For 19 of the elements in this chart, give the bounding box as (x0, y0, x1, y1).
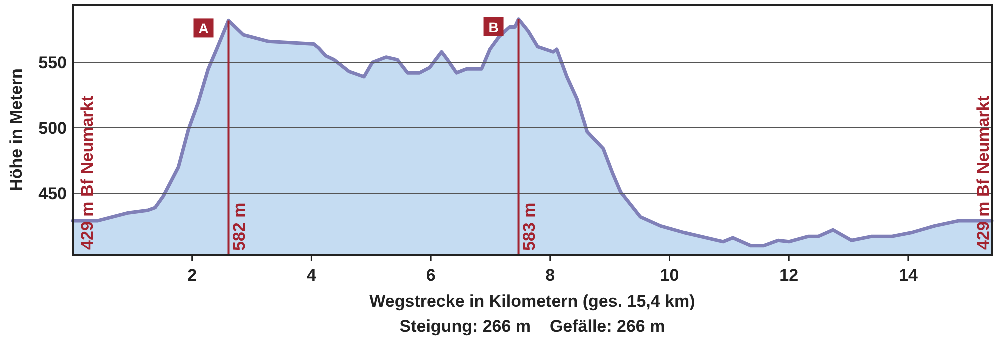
y-tick-label: 450 (38, 184, 67, 204)
y-tick-label: 550 (38, 54, 67, 73)
text: Steigung: 266 m Gefälle: 266 m (400, 317, 666, 336)
y-tick-label: 500 (38, 119, 67, 138)
x-tick-label: 4 (306, 266, 317, 285)
x-tick-label: 6 (426, 266, 436, 285)
x-axis-title: Wegstrecke in Kilometern (ges. 15,4 km) (370, 292, 696, 311)
annotation: A (198, 20, 209, 37)
x-tick-label: 12 (780, 266, 799, 285)
x-tick-label: 10 (660, 266, 680, 285)
ref-line-label: 582 m (230, 202, 249, 251)
y-axis-title: Höhe in Metern (7, 68, 26, 192)
x-tick-label: 14 (898, 266, 918, 285)
x-tick-label: 2 (188, 266, 198, 285)
annotation: 429 m Bf Neumarkt (974, 96, 993, 250)
annotation: 429 m Bf Neumarkt (78, 96, 97, 250)
ref-line-label: 583 m (520, 202, 539, 251)
x-tick-label: 8 (546, 266, 556, 285)
annotation: B (488, 19, 499, 36)
